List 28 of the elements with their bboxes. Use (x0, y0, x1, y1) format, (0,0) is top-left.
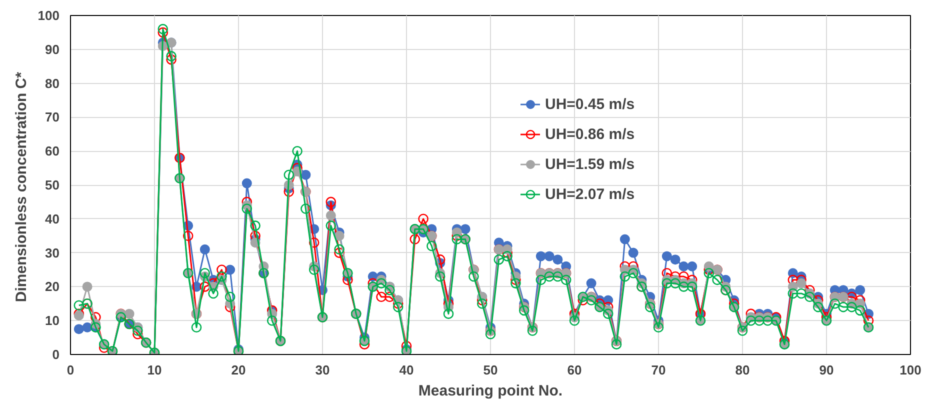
x-axis-title: Measuring point No. (418, 382, 563, 400)
y-axis-title: Dimensionless concentration C* (12, 72, 30, 302)
y-tick-label: 80 (45, 76, 60, 91)
x-tick-label: 60 (567, 362, 582, 378)
legend-label: UH=0.86 m/s (545, 126, 635, 142)
legend-label: UH=1.59 m/s (545, 156, 635, 172)
y-tick-label: 0 (52, 347, 60, 362)
y-tick-label: 100 (38, 8, 60, 23)
y-tick-label: 90 (45, 42, 60, 57)
x-tick-label: 0 (66, 362, 74, 378)
x-tick-label: 10 (147, 362, 162, 378)
x-tick-label: 90 (819, 362, 834, 378)
x-tick-label: 50 (483, 362, 498, 378)
y-tick-label: 30 (45, 245, 60, 260)
legend-label: UH=2.07 m/s (545, 186, 635, 202)
y-tick-label: 50 (45, 178, 60, 192)
y-tick-label: 40 (45, 211, 60, 226)
x-tick-label: 70 (651, 362, 666, 378)
y-tick-label: 60 (45, 144, 60, 159)
x-tick-label: 30 (315, 362, 330, 378)
y-tick-label: 70 (45, 110, 60, 125)
x-tick-label: 100 (900, 362, 922, 378)
x-tick-label: 20 (231, 362, 246, 378)
y-tick-label: 20 (45, 279, 60, 294)
x-tick-label: 80 (735, 362, 750, 378)
x-tick-label: 40 (399, 362, 414, 378)
y-tick-label: 10 (45, 313, 60, 328)
legend-label: UH=0.45 m/s (545, 96, 635, 112)
